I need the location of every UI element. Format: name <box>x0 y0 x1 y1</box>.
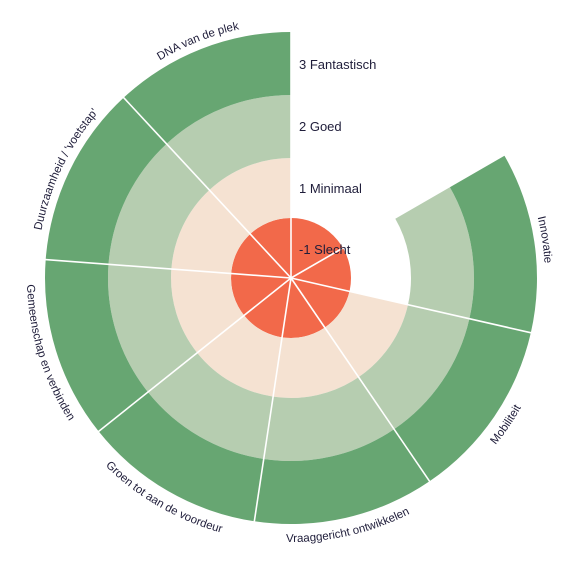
sector-5-level-3 <box>44 259 148 432</box>
level-label-1: 1 Minimaal <box>299 181 362 196</box>
sector-4-level-2 <box>147 352 274 459</box>
sector-6-level-2 <box>108 143 210 270</box>
sector-7-level-2 <box>166 95 291 191</box>
level-label-3: 3 Fantastisch <box>299 57 376 72</box>
sector-4-level-1 <box>197 315 283 397</box>
divider-1 <box>290 277 533 334</box>
sector-3-level-2 <box>263 377 395 461</box>
sector-3-level-1 <box>273 327 359 399</box>
sector-6-level-3 <box>45 97 167 265</box>
sector-5-level-2 <box>108 264 198 393</box>
sector-5-level-1 <box>170 269 245 353</box>
divider-5 <box>43 258 292 279</box>
sector-7-level-1 <box>209 158 291 235</box>
divider-2 <box>290 277 432 484</box>
sector-2-level-1 <box>324 291 408 378</box>
level-label-2: 2 Goed <box>299 119 342 134</box>
sector-1-level-2 <box>394 186 474 319</box>
sector-1-level-3 <box>449 155 537 333</box>
sector-3-level-3 <box>254 429 430 524</box>
dividers-group <box>43 30 533 524</box>
sectors-group <box>44 32 537 524</box>
sector-6-level-1 <box>171 190 251 274</box>
divider-4 <box>96 277 292 434</box>
sector-4-level-3 <box>98 392 264 522</box>
divider-0 <box>290 153 507 279</box>
sector-7-level-3 <box>123 32 291 144</box>
level-label-minus1: -1 Slecht <box>299 242 351 257</box>
sector-2-level-2 <box>358 304 470 430</box>
category-label-innovatie: Innovatie <box>535 215 554 264</box>
sector-2-level-3 <box>394 318 531 482</box>
divider-3 <box>253 277 292 524</box>
divider-6 <box>121 95 292 279</box>
